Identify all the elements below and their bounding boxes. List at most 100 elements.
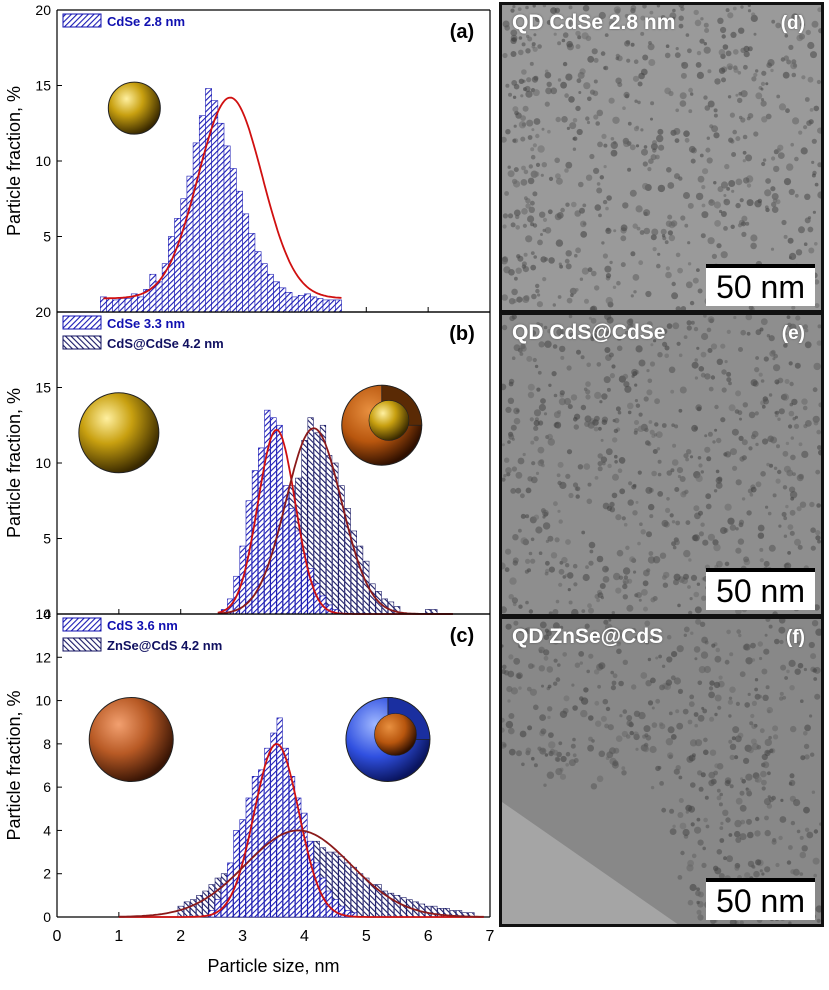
y-tick-label: 10 [35, 153, 51, 169]
nanoparticle [760, 379, 765, 383]
nanoparticle [804, 97, 810, 102]
nanoparticle [776, 94, 781, 99]
nanoparticle [757, 532, 765, 539]
nanoparticle [705, 147, 711, 153]
nanoparticle [565, 473, 571, 479]
nanoparticle [512, 5, 516, 9]
nanoparticle [544, 227, 552, 234]
nanoparticle [572, 482, 579, 488]
nanoparticle [586, 669, 590, 674]
nanoparticle [516, 750, 522, 757]
nanoparticle [663, 571, 670, 579]
nanoparticle [584, 298, 589, 304]
nanoparticle [735, 837, 742, 843]
x-tick-label: 2 [176, 928, 185, 945]
nanoparticle [633, 430, 638, 435]
nanoparticle [613, 140, 617, 145]
nanoparticle [587, 267, 593, 273]
nanoparticle [533, 33, 537, 37]
nanoparticle [761, 161, 766, 167]
nanoparticle [560, 207, 565, 213]
nanoparticle [751, 12, 756, 17]
nanoparticle [741, 497, 746, 501]
nanoparticle [600, 456, 608, 463]
nanoparticle [808, 247, 815, 254]
legend-label: CdSe 3.3 nm [107, 316, 185, 331]
nanoparticle [517, 255, 524, 262]
nanoparticle [544, 101, 550, 107]
nanoparticle [684, 223, 689, 228]
bar [394, 895, 401, 918]
nanoparticle [613, 572, 621, 581]
nanoparticle [553, 681, 558, 686]
nanoparticle [555, 768, 563, 776]
nanoparticle [688, 558, 692, 562]
nanoparticle [650, 785, 655, 790]
nanoparticle [734, 755, 739, 760]
nanoparticle [693, 326, 699, 332]
nanoparticle [670, 220, 678, 227]
tem-texture [502, 5, 821, 310]
nanoparticle [799, 872, 804, 876]
nanoparticle [664, 240, 669, 245]
nanoparticle [685, 520, 691, 525]
nanoparticle [518, 36, 523, 40]
nanoparticle [704, 28, 710, 33]
nanoparticle [736, 629, 741, 634]
nanoparticle [616, 629, 624, 637]
nanoparticle [763, 560, 770, 567]
nanoparticle [502, 741, 507, 749]
nanoparticle [738, 519, 745, 525]
nanoparticle [690, 782, 696, 788]
nanoparticle [720, 26, 727, 34]
nanoparticle [618, 680, 624, 687]
nanoparticle [601, 241, 605, 245]
nanoparticle [788, 44, 794, 51]
nanoparticle [747, 113, 754, 119]
nanoparticle [598, 750, 606, 758]
nanoparticle [591, 270, 597, 277]
nanoparticle [727, 517, 735, 525]
nanoparticle [594, 476, 599, 480]
nanoparticle [564, 573, 569, 578]
nanoparticle [783, 178, 792, 186]
nanoparticle [813, 829, 819, 834]
nanoparticle [642, 54, 649, 61]
nanoparticle [793, 799, 801, 807]
nanoparticle [613, 151, 618, 155]
nanoparticle [723, 856, 727, 861]
nanoparticle [507, 397, 515, 404]
nanoparticle [739, 804, 747, 812]
nanoparticle [721, 77, 726, 83]
nanoparticle [608, 97, 615, 104]
tem-tag-d: (d) [780, 13, 805, 34]
nanoparticle [809, 108, 814, 112]
x-tick-label: 0 [53, 928, 62, 945]
x-tick-label: 5 [362, 928, 371, 945]
nanoparticle [716, 788, 721, 793]
nanoparticle [739, 920, 744, 924]
nanoparticle [621, 516, 626, 521]
nanoparticle [739, 417, 742, 421]
nanoparticle [624, 330, 629, 335]
nanoparticle [713, 543, 721, 552]
nanoparticle [557, 461, 564, 468]
nanoparticle [593, 114, 599, 120]
nanoparticle [672, 443, 677, 448]
nanoparticle [803, 743, 810, 750]
nanoparticle [708, 779, 715, 787]
nanoparticle [708, 686, 714, 691]
nanoparticle [709, 716, 715, 722]
nanoparticle [801, 450, 809, 458]
nanoparticle [616, 648, 622, 655]
nanoparticle [788, 256, 792, 260]
nanoparticle [529, 417, 534, 422]
nanoparticle [591, 630, 599, 638]
nanoparticle [687, 899, 694, 906]
nanoparticle [588, 541, 596, 549]
nanoparticle [573, 582, 578, 587]
nanoparticle [580, 355, 585, 360]
nanoparticle [640, 128, 644, 132]
nanoparticle [701, 706, 705, 710]
nanoparticle [633, 290, 637, 294]
